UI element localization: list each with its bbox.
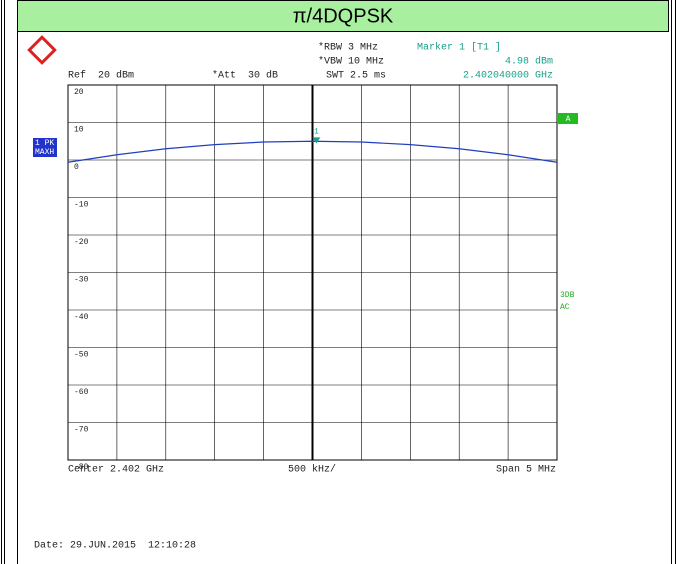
flag: 3DB: [560, 291, 575, 300]
y-tick-label: 0: [74, 163, 79, 172]
y-tick-label: -60: [74, 388, 89, 397]
marker-frequency: 2.402040000 GHz: [463, 71, 553, 82]
center-frequency: Center 2.402 GHz: [68, 465, 164, 476]
y-tick-label: 20: [74, 88, 84, 97]
date: Date: 29.JUN.2015 12:10:28: [34, 541, 196, 552]
sweep-time: SWT 2.5 ms: [326, 71, 386, 82]
y-tick-label: -70: [74, 426, 89, 435]
channel-badge: [558, 113, 578, 124]
division: 500 kHz/: [288, 464, 336, 476]
trace: [67, 140, 558, 163]
marker-label: 1: [314, 127, 319, 136]
rbw: *RBW 3 MHz: [318, 42, 378, 54]
trace-detector: MAXH: [35, 148, 54, 157]
vbw: *VBW 10 MHz: [318, 56, 384, 68]
ref-level: Ref 20 dBm: [68, 70, 134, 82]
y-tick-label: -10: [74, 201, 89, 210]
span: Span 5 MHz: [496, 465, 556, 476]
marker-value: 4.98 dBm: [505, 56, 553, 68]
y-tick-label: -30: [74, 276, 89, 285]
trace-name: 1 PK: [35, 139, 54, 148]
chart-title: π/4DQPSK: [293, 5, 394, 27]
attenuation: *Att 30 dB: [212, 70, 278, 82]
title-bar: [17, 0, 669, 32]
channel: A: [566, 115, 571, 124]
y-tick-label: 10: [74, 126, 84, 135]
y-tick-label: -80: [74, 463, 89, 472]
marker: [312, 137, 321, 144]
logo: [27, 35, 57, 65]
trace-badge: [33, 138, 57, 157]
flag: AC: [560, 303, 570, 312]
y-tick-label: -50: [74, 351, 89, 360]
y-tick-label: -20: [74, 238, 89, 247]
y-tick-label: -40: [74, 313, 89, 322]
marker-name: Marker 1 [T1 ]: [417, 42, 501, 54]
